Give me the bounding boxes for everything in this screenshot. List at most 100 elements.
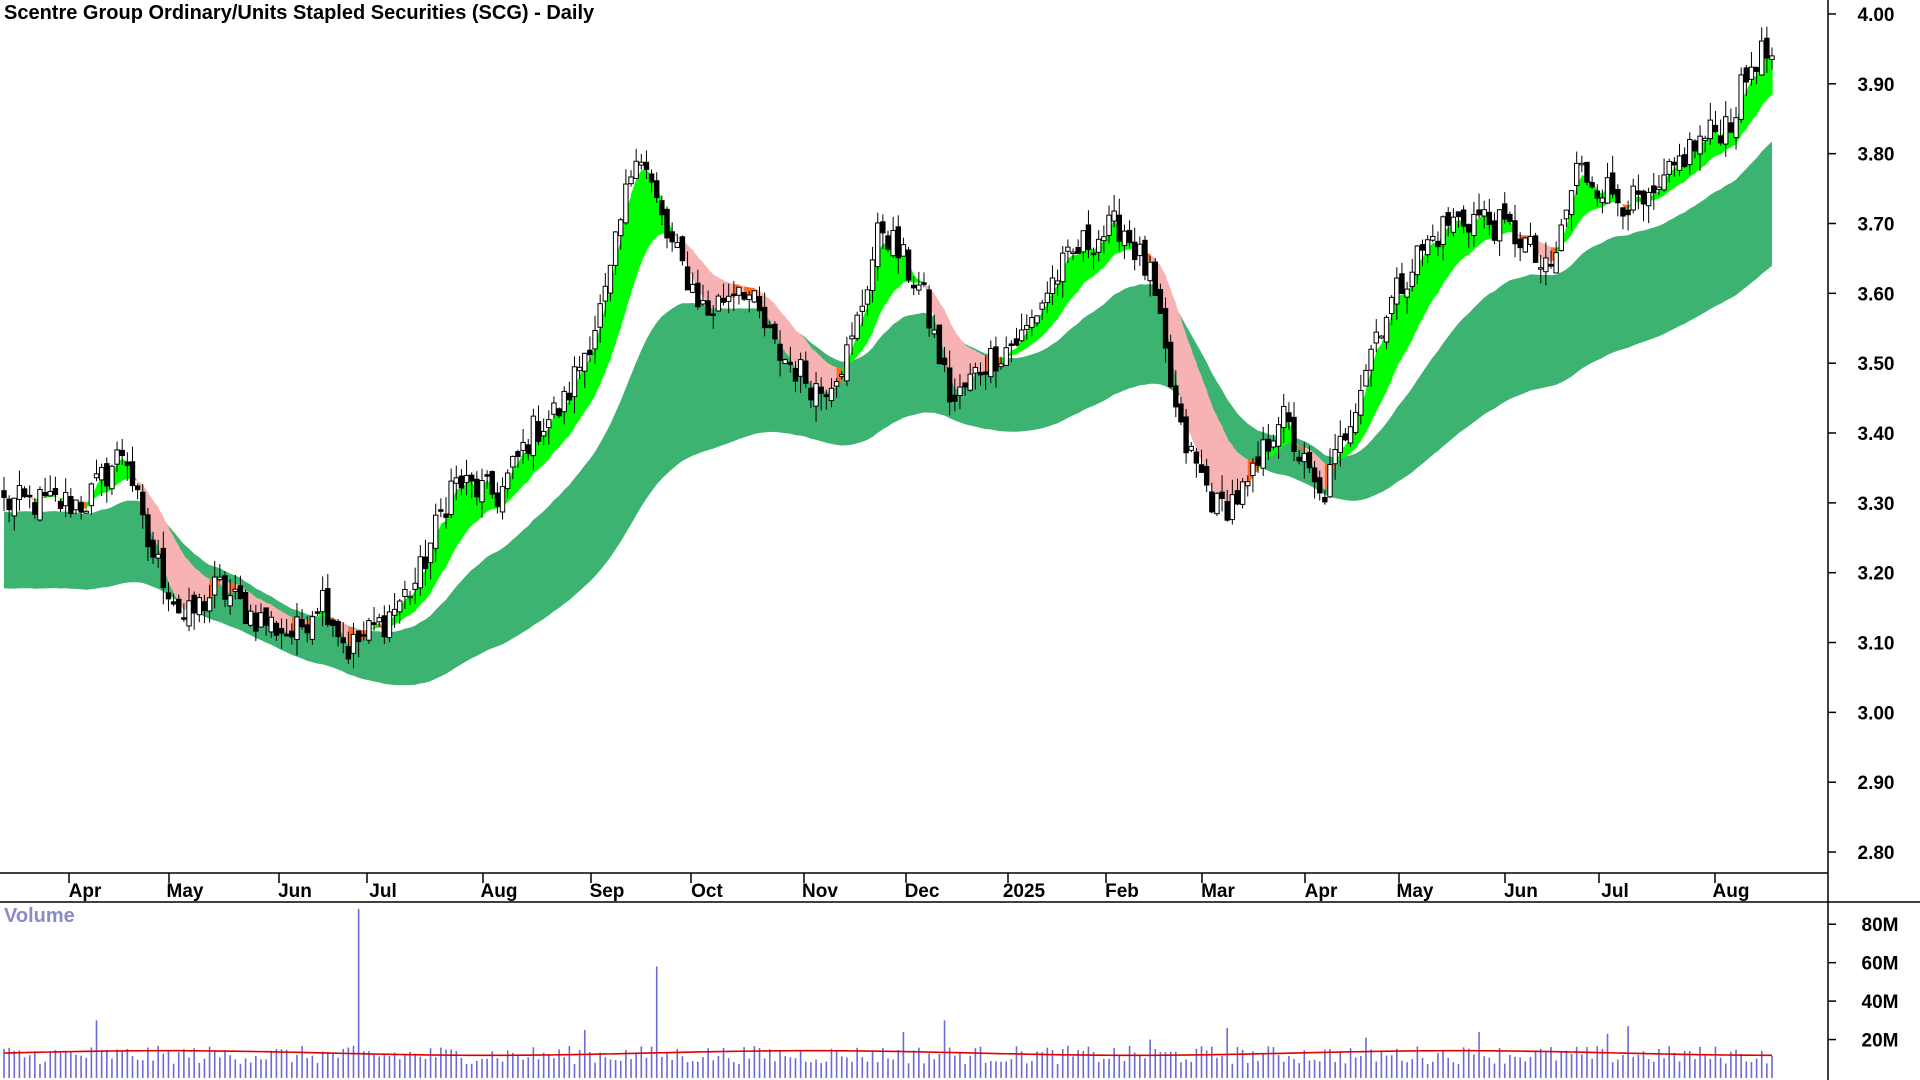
volume-average-line <box>3 1049 1773 1057</box>
volume-layer <box>3 908 1773 1078</box>
candle <box>1430 224 1436 243</box>
candle <box>1486 198 1493 236</box>
short-band-segment <box>954 331 961 390</box>
candle <box>1538 254 1544 284</box>
short-band-segment <box>1227 438 1233 508</box>
candle <box>1635 174 1642 210</box>
candle <box>808 380 814 409</box>
candle <box>797 352 804 393</box>
volume-y-tick-label: 80M <box>1862 915 1899 936</box>
candle <box>232 574 238 600</box>
x-tick-label: Oct <box>691 881 723 902</box>
y-tick-label: 3.00 <box>1858 703 1895 724</box>
candle <box>1275 417 1282 459</box>
candle <box>1615 184 1621 217</box>
candle <box>1245 475 1251 497</box>
y-tick-label: 3.20 <box>1858 564 1895 585</box>
candle <box>1512 204 1518 258</box>
candle <box>1548 250 1554 269</box>
candle <box>1 476 7 511</box>
candle <box>875 212 881 281</box>
candle <box>366 617 372 644</box>
candle <box>21 486 28 499</box>
short-band-segment <box>636 170 642 277</box>
x-tick-label: Jun <box>278 881 312 902</box>
x-tick-label: Nov <box>802 881 838 902</box>
y-tick-label: 2.80 <box>1858 843 1895 864</box>
candle <box>710 305 716 329</box>
short-band-segment <box>1201 377 1208 474</box>
candle <box>1296 450 1302 465</box>
y-tick-label: 2.90 <box>1858 773 1895 794</box>
candle <box>756 286 763 319</box>
candle <box>1738 67 1744 123</box>
short-band-segment <box>1294 436 1300 449</box>
candle <box>402 580 408 609</box>
short-band-segment <box>1160 265 1167 323</box>
candle <box>42 477 48 498</box>
candle <box>1676 143 1683 177</box>
candle <box>1645 187 1652 224</box>
x-tick-label: Apr <box>1305 881 1338 902</box>
candle <box>1748 52 1755 86</box>
candle <box>1039 299 1045 321</box>
candle <box>319 576 326 627</box>
candle <box>11 497 17 531</box>
candle <box>68 488 74 518</box>
short-band-segment <box>183 555 190 612</box>
short-band-segment <box>1314 453 1321 482</box>
short-band-segment <box>430 536 437 593</box>
candle <box>1759 27 1765 76</box>
short-band-segment <box>553 415 560 452</box>
candle <box>237 575 244 600</box>
candle <box>1286 402 1292 430</box>
candle <box>504 469 511 498</box>
candle <box>391 593 398 628</box>
short-band-segment <box>852 332 858 362</box>
short-band-segment <box>1052 285 1059 324</box>
candle <box>412 567 418 604</box>
short-band-segment <box>1001 356 1007 366</box>
short-band-segment <box>168 527 175 594</box>
candle <box>1049 265 1056 306</box>
candle <box>489 470 495 499</box>
candle <box>761 292 768 337</box>
short-band-segment <box>1216 416 1223 496</box>
candle <box>890 216 896 258</box>
short-band-segment <box>821 357 827 393</box>
candle <box>494 482 501 514</box>
candle <box>47 475 53 497</box>
short-band-segment <box>286 614 293 635</box>
candle <box>1404 281 1410 314</box>
candle <box>268 610 274 638</box>
candle <box>443 497 449 529</box>
candle <box>664 206 670 249</box>
short-band-segment <box>826 362 833 393</box>
short-band-segment <box>1571 185 1578 235</box>
candle <box>612 231 619 275</box>
candle <box>304 616 310 643</box>
x-tick-label: Feb <box>1105 881 1139 902</box>
candle <box>1476 193 1482 219</box>
candle <box>1096 230 1102 262</box>
short-band-segment <box>708 269 714 310</box>
short-band-segment <box>60 496 67 502</box>
volume-y-tick-label: 40M <box>1862 992 1899 1013</box>
candle <box>818 377 824 411</box>
candle <box>1466 223 1472 249</box>
candle <box>618 217 624 250</box>
candle <box>1584 161 1590 186</box>
candle <box>566 381 573 405</box>
short-band-segment <box>1381 330 1388 402</box>
short-band-segment <box>620 211 627 327</box>
candle <box>32 497 38 519</box>
candle <box>6 495 12 523</box>
candle <box>1214 492 1220 517</box>
candle <box>1563 209 1570 228</box>
candle <box>1173 370 1179 418</box>
candle <box>1712 110 1719 134</box>
short-band-segment <box>96 476 103 497</box>
candle <box>1219 475 1225 512</box>
short-band-segment <box>1458 219 1465 263</box>
candle <box>1717 119 1724 146</box>
